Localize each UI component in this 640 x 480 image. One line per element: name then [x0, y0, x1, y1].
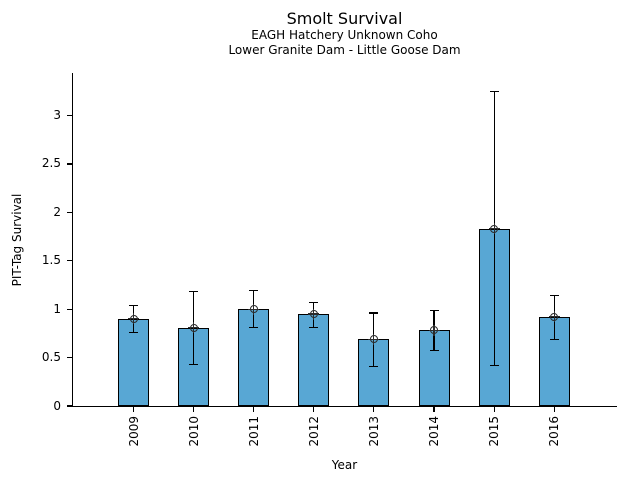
- error-bar-cap-bottom-2015: [489, 364, 499, 366]
- bar-2009: [118, 318, 149, 406]
- y-tick-label-3: 3: [53, 108, 61, 123]
- error-bar-cap-bottom-2013: [369, 365, 379, 367]
- x-tick-label-text-2016: 2016: [547, 416, 562, 447]
- error-bar-cap-top-2015: [489, 90, 499, 92]
- error-bar-cap-top-2009: [129, 304, 138, 306]
- y-tick-label-0.5: 0.5: [41, 350, 61, 365]
- error-bar-cap-bottom-2012: [309, 326, 319, 329]
- point-marker-2014: [430, 326, 438, 335]
- point-marker-2009: [129, 314, 138, 323]
- chart-title: Smolt Survival: [286, 9, 403, 28]
- x-tick-label-text-2013: 2013: [366, 416, 381, 447]
- x-tick-label-text-2010: 2010: [186, 416, 201, 447]
- plot-area: 0 0.5 1 1.5 2 2.5 3 2009 2010 2011 2012 2013 2014 201…: [42, 73, 617, 447]
- point-marker-2015: [490, 224, 499, 233]
- x-tick-mark-2014: [433, 406, 435, 412]
- error-bar-cap-top-2012: [309, 301, 319, 303]
- x-tick-label-text-2015: 2015: [487, 416, 502, 447]
- error-bar-cap-bottom-2011: [249, 326, 259, 329]
- error-bar-cap-bottom-2009: [129, 331, 138, 334]
- x-tick-mark-2011: [253, 406, 255, 412]
- x-tick-label-text-2012: 2012: [306, 416, 321, 447]
- y-tick-label-2: 2: [53, 204, 61, 219]
- error-bar-cap-bottom-2014: [429, 350, 439, 352]
- x-tick-label-text-2009: 2009: [126, 416, 141, 447]
- x-tick-mark-2012: [313, 406, 315, 412]
- point-marker-2010: [189, 323, 198, 332]
- x-tick-mark-2013: [373, 406, 375, 412]
- point-marker-2016: [550, 312, 559, 321]
- y-tick-label-1.5: 1.5: [41, 253, 61, 268]
- error-bar-cap-top-2014: [429, 309, 439, 311]
- chart-subtitle-line1: EAGH Hatchery Unknown Coho: [251, 28, 438, 42]
- y-tick-mark-1: [67, 308, 73, 310]
- y-tick-mark-0.5: [67, 356, 73, 359]
- error-bar-cap-bottom-2010: [189, 363, 199, 365]
- y-tick-mark-1.5: [67, 260, 73, 262]
- y-tick-label-0: 0: [53, 398, 61, 413]
- point-marker-2011: [249, 305, 258, 314]
- x-tick-label-text-2011: 2011: [246, 416, 261, 447]
- error-bar-cap-top-2016: [549, 295, 559, 297]
- x-tick-mark-2010: [193, 406, 195, 412]
- error-bar-cap-top-2013: [369, 312, 379, 314]
- y-tick-mark-0: [67, 405, 73, 407]
- y-tick-mark-3: [67, 114, 73, 117]
- y-tick-mark-2.5: [67, 163, 73, 165]
- chart-subtitle-line2: Lower Granite Dam - Little Goose Dam: [228, 43, 461, 57]
- error-bar-cap-top-2010: [189, 291, 199, 293]
- x-tick-mark-2015: [493, 406, 495, 412]
- y-tick-label-1: 1: [53, 301, 61, 316]
- y-tick-mark-2: [67, 211, 73, 213]
- point-marker-2012: [309, 310, 318, 319]
- y-tick-label-2.5: 2.5: [41, 156, 61, 171]
- point-marker-2013: [369, 335, 378, 344]
- title-block: Smolt Survival EAGH Hatchery Unknown Coh…: [72, 0, 617, 58]
- x-axis-label: Year: [331, 458, 358, 472]
- error-bar-cap-top-2011: [249, 290, 259, 292]
- bar-2012: [298, 314, 330, 406]
- error-bar-cap-bottom-2016: [549, 338, 559, 340]
- x-tick-label-text-2014: 2014: [427, 416, 441, 447]
- x-tick-mark-2009: [132, 406, 135, 412]
- x-tick-mark-2016: [553, 406, 555, 412]
